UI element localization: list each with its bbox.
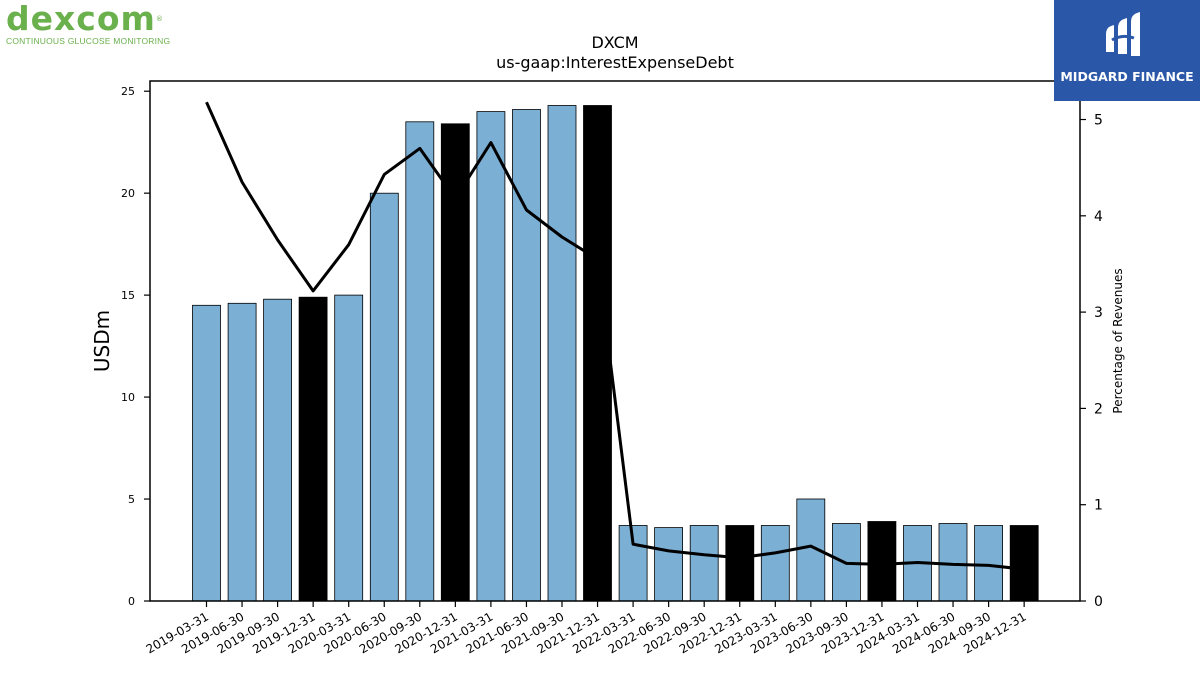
- y2-axis-label: Percentage of Revenues: [1111, 268, 1125, 413]
- bar-2020-03-31: [334, 294, 364, 602]
- y-tick-label: 0: [128, 595, 135, 608]
- bar-2019-03-31: [192, 304, 221, 602]
- registered-mark: ®: [155, 15, 164, 23]
- y2-tick-label: 3: [1094, 305, 1103, 321]
- midgard-emblem-icon: [1106, 12, 1140, 56]
- bar-2024-09-30: [974, 525, 1003, 602]
- bar-2023-03-31: [760, 525, 790, 602]
- bar-2021-06-30: [512, 109, 541, 602]
- bar-2022-09-30: [689, 525, 719, 602]
- bar-2023-12-31: [867, 521, 897, 602]
- bar-2024-06-30: [938, 523, 968, 602]
- y-tick-label: 5: [128, 493, 135, 506]
- dexcom-wordmark: dexcom: [6, 0, 156, 38]
- y-tick-label: 15: [121, 289, 135, 302]
- bar-2024-12-31: [1009, 525, 1039, 602]
- bar-2021-12-31: [583, 105, 612, 602]
- revenue-percentage-line: [205, 101, 1025, 571]
- dexcom-logo: dexcom® CONTINUOUS GLUCOSE MONITORING: [6, 0, 176, 47]
- bars-layer: [192, 105, 1039, 602]
- bar-2022-06-30: [654, 527, 683, 602]
- y2-tick-label: 2: [1094, 401, 1103, 417]
- y2-tick-label: 0: [1094, 594, 1103, 610]
- y2-tick-label: 1: [1094, 498, 1103, 514]
- bar-2019-12-31: [298, 296, 328, 602]
- y-tick-label: 20: [121, 187, 135, 200]
- bar-2020-06-30: [369, 192, 399, 602]
- midgard-finance-logo: MIDGARD FINANCE: [1054, 0, 1200, 101]
- dexcom-tagline: CONTINUOUS GLUCOSE MONITORING: [6, 36, 171, 46]
- bar-2021-03-31: [476, 111, 506, 602]
- y-tick-label: 10: [121, 391, 135, 404]
- line-layer: [205, 101, 1025, 571]
- chart-title: DXCM: [591, 33, 638, 52]
- x-axis: 2019-03-312019-06-302019-09-302019-12-31…: [144, 601, 1029, 656]
- plot-frame: [149, 80, 1081, 602]
- y2-tick-label: 5: [1094, 113, 1103, 129]
- midgard-finance-name: MIDGARD FINANCE: [1060, 69, 1194, 84]
- bar-2019-06-30: [227, 302, 257, 602]
- y-axis-right: 0 1 2 3 4 5: [1080, 113, 1103, 610]
- y-axis-left: 0 5 10 15 20 25: [121, 85, 150, 608]
- y-axis-label: USDm: [90, 310, 114, 372]
- y2-tick-label: 4: [1094, 209, 1103, 225]
- bar-2022-12-31: [725, 525, 755, 602]
- bar-2020-09-30: [405, 121, 435, 602]
- bar-2021-09-30: [547, 105, 577, 602]
- y-tick-label: 25: [121, 85, 135, 98]
- bar-2019-09-30: [263, 298, 293, 602]
- bar-2020-12-31: [440, 123, 470, 602]
- chart-subtitle: us-gaap:InterestExpenseDebt: [496, 53, 734, 72]
